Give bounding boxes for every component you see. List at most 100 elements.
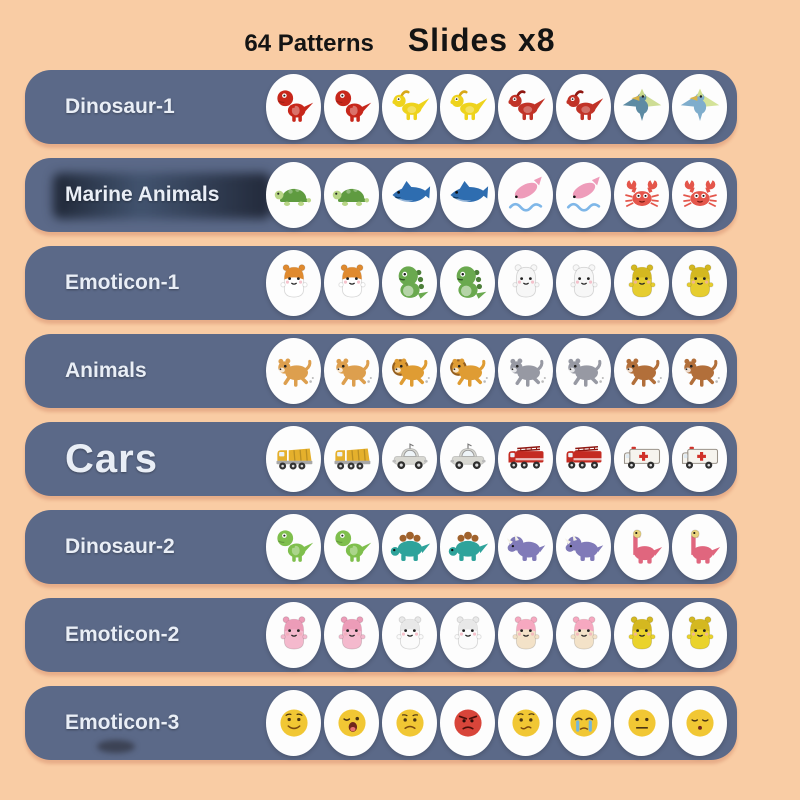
pattern-circle xyxy=(614,250,669,316)
pattern-circle xyxy=(382,602,437,668)
pattern-circle xyxy=(672,74,727,140)
pattern-circle xyxy=(324,338,379,404)
pattern-circle xyxy=(440,514,495,580)
angry-face-icon xyxy=(447,702,489,744)
pattern-circle xyxy=(556,602,611,668)
pattern-circle xyxy=(672,162,727,228)
icon-group xyxy=(251,602,727,668)
green-trex-1-icon xyxy=(273,526,315,568)
pattern-circle xyxy=(324,690,379,756)
pattern-circle xyxy=(498,426,553,492)
stegosaurus-1-icon xyxy=(389,526,431,568)
red-crab-2-icon xyxy=(679,174,721,216)
yellow-duck-1-icon xyxy=(621,614,663,656)
pattern-circle xyxy=(440,162,495,228)
pattern-circle xyxy=(440,250,495,316)
icon-group xyxy=(251,690,727,756)
gray-cat-1-icon xyxy=(505,350,547,392)
gray-car-1-icon xyxy=(389,438,431,480)
pattern-circle xyxy=(266,162,321,228)
brown-dog-1-icon xyxy=(621,350,663,392)
pattern-circle xyxy=(556,426,611,492)
green-trex-2-icon xyxy=(331,526,373,568)
slides-count-title: Slides x8 xyxy=(407,22,556,58)
pattern-circle xyxy=(672,338,727,404)
pattern-circle xyxy=(672,250,727,316)
ambulance-2-icon xyxy=(679,438,721,480)
pattern-circle xyxy=(266,74,321,140)
pink-pig-2-icon xyxy=(331,614,373,656)
blue-shark-1-icon xyxy=(389,174,431,216)
sad-face-icon xyxy=(389,702,431,744)
pattern-sheet: 64 Patterns Slides x8 Dinosaur-1 Marine … xyxy=(25,22,737,760)
pattern-circle xyxy=(440,602,495,668)
triceratops-2-icon xyxy=(563,526,605,568)
pattern-circle xyxy=(382,74,437,140)
pattern-circle xyxy=(498,162,553,228)
red-raptor-1-icon xyxy=(505,86,547,128)
stegosaurus-2-icon xyxy=(447,526,489,568)
gray-car-2-icon xyxy=(447,438,489,480)
pink-pig-1-icon xyxy=(273,614,315,656)
surprised-face-icon xyxy=(331,702,373,744)
pattern-circle xyxy=(614,162,669,228)
patterns-count-title: 64 Patterns xyxy=(244,30,374,57)
pattern-circle xyxy=(556,162,611,228)
pattern-row-animals: Animals xyxy=(25,334,737,408)
pattern-circle xyxy=(556,74,611,140)
pattern-row-emoticon-3: Emoticon-3 xyxy=(25,686,737,760)
heart-cat-2-icon xyxy=(563,614,605,656)
pattern-row-emoticon-1: Emoticon-1 xyxy=(25,246,737,320)
pattern-circle xyxy=(672,602,727,668)
pattern-circle xyxy=(440,426,495,492)
pattern-circle xyxy=(498,338,553,404)
red-crab-1-icon xyxy=(621,174,663,216)
pink-dolphin-1-icon xyxy=(505,174,547,216)
yellow-dinosaur-1-icon xyxy=(389,86,431,128)
pattern-row-emoticon-2: Emoticon-2 xyxy=(25,598,737,672)
pattern-circle xyxy=(498,514,553,580)
ghost-blob-1-icon xyxy=(505,262,547,304)
pattern-circle xyxy=(614,338,669,404)
pattern-circle xyxy=(614,690,669,756)
green-turtle-1-icon xyxy=(273,174,315,216)
pattern-circle xyxy=(614,514,669,580)
pattern-circle xyxy=(556,514,611,580)
pattern-row-cars: Cars xyxy=(25,422,737,496)
pattern-circle xyxy=(556,338,611,404)
pattern-circle xyxy=(266,602,321,668)
yellow-duckling-2-icon xyxy=(679,262,721,304)
blurred-watermark xyxy=(53,173,271,219)
row-label: Emoticon-2 xyxy=(65,623,180,646)
row-label: Emoticon-1 xyxy=(65,271,180,294)
gray-cat-2-icon xyxy=(563,350,605,392)
hamster-1-icon xyxy=(273,262,315,304)
fire-truck-1-icon xyxy=(505,438,547,480)
baby-dino-1-icon xyxy=(389,262,431,304)
worried-face-icon xyxy=(505,702,547,744)
pattern-circle xyxy=(266,338,321,404)
smiley-face-icon xyxy=(273,702,315,744)
pattern-circle xyxy=(382,514,437,580)
smudge-mark xyxy=(97,740,135,753)
red-tyrannosaurus-1-icon xyxy=(273,86,315,128)
brown-dog-2-icon xyxy=(679,350,721,392)
pattern-circle xyxy=(614,426,669,492)
yellow-duckling-1-icon xyxy=(621,262,663,304)
pattern-circle xyxy=(266,690,321,756)
pattern-circle xyxy=(672,514,727,580)
pattern-circle xyxy=(382,690,437,756)
pattern-circle xyxy=(266,514,321,580)
pattern-circle xyxy=(440,690,495,756)
pattern-circle xyxy=(440,74,495,140)
pattern-row-marine-animals: Marine Animals xyxy=(25,158,737,232)
pattern-circle xyxy=(382,338,437,404)
yellow-duck-2-icon xyxy=(679,614,721,656)
pattern-circle xyxy=(324,162,379,228)
pattern-circle xyxy=(324,602,379,668)
icon-group xyxy=(251,514,727,580)
white-cat-1-icon xyxy=(389,614,431,656)
crying-face-icon xyxy=(563,702,605,744)
row-label: Animals xyxy=(65,359,147,382)
baby-dino-2-icon xyxy=(447,262,489,304)
